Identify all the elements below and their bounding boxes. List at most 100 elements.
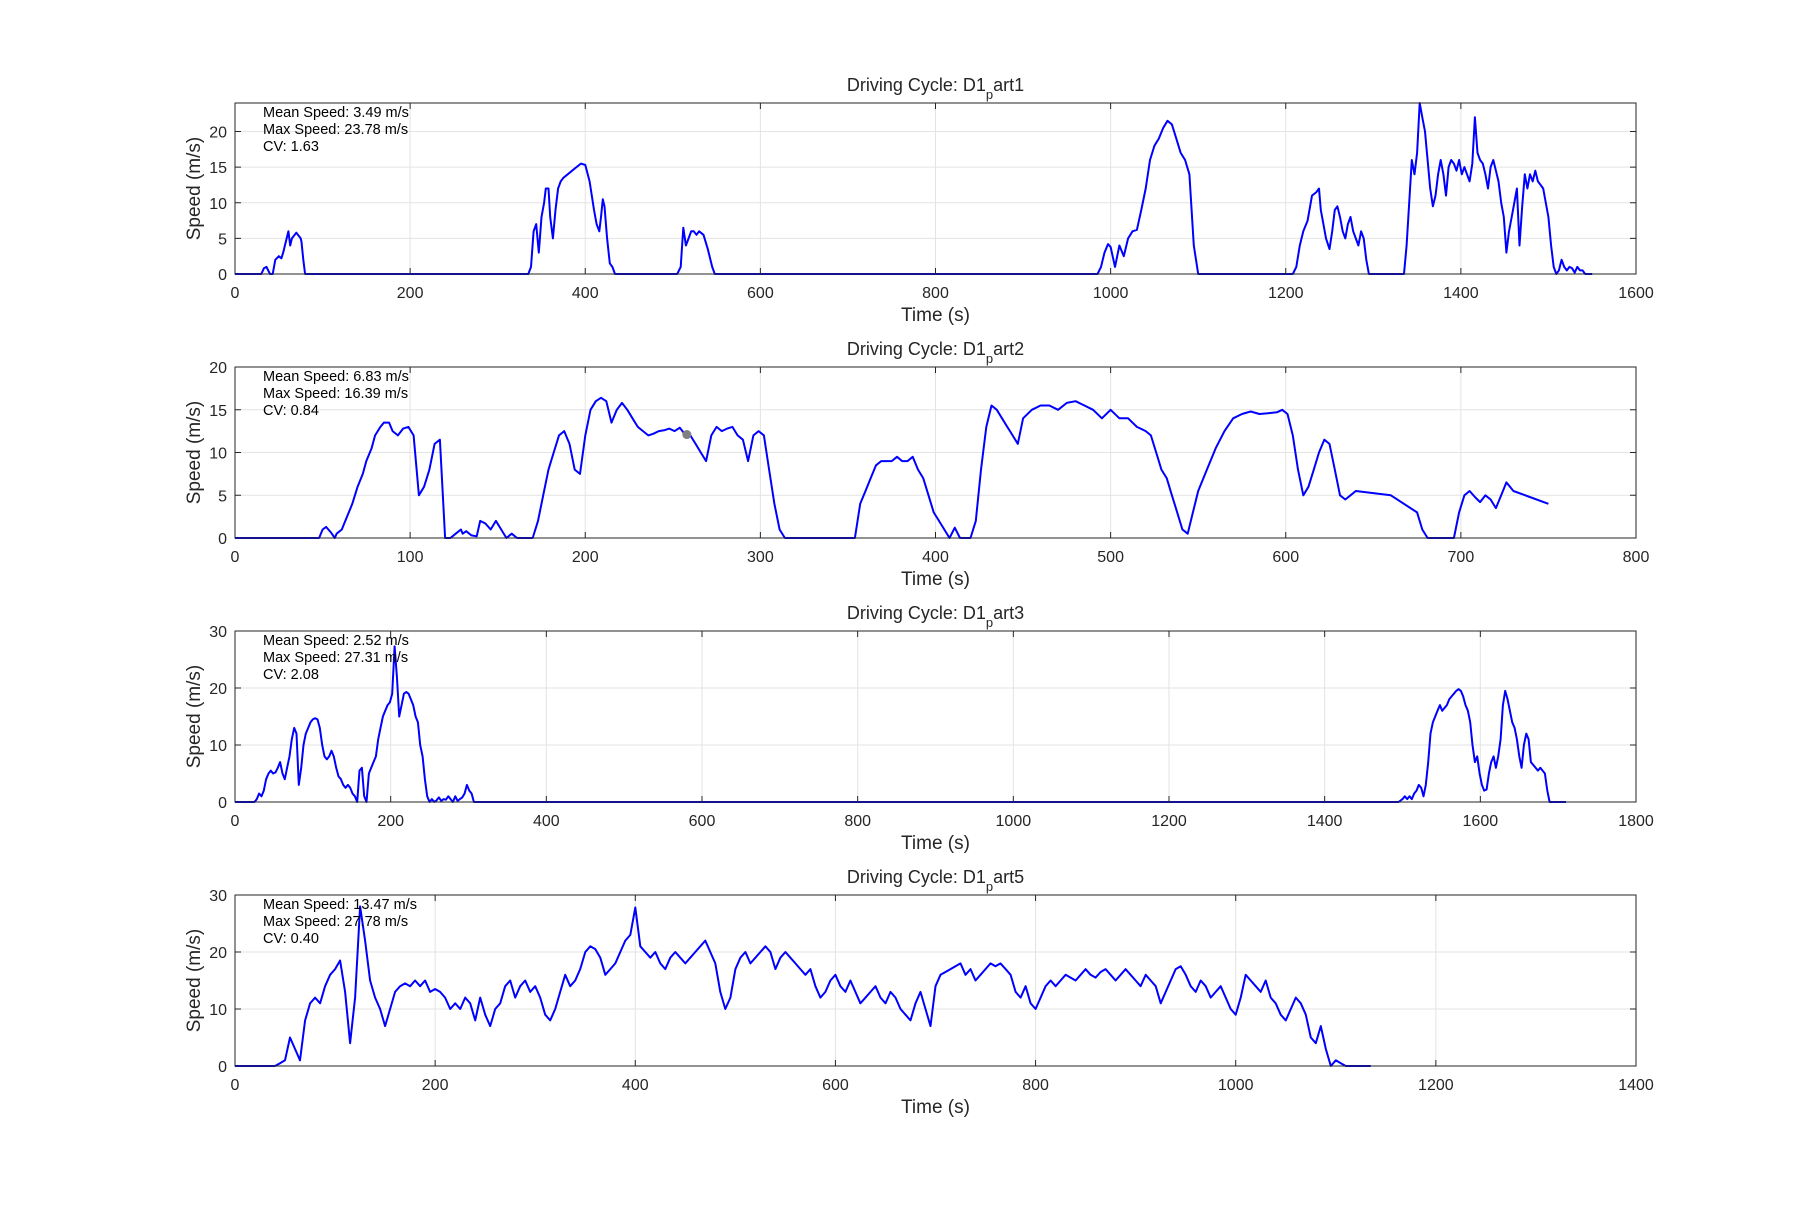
plot-area: [235, 631, 1636, 802]
speed-series-line: [235, 645, 1566, 803]
x-tick-label: 0: [231, 813, 240, 830]
y-tick-label: 20: [209, 681, 227, 698]
x-tick-label: 600: [822, 1077, 849, 1094]
subplot-4: 0 200 400 600 800 1000 1200 1400 0 10 20 30 Driving …: [184, 867, 1654, 1118]
chart-title: Driving Cycle: D1part2: [847, 339, 1024, 366]
x-tick-label: 1200: [1418, 1077, 1454, 1094]
x-tick-label: 800: [922, 285, 949, 302]
x-axis-label: Time (s): [901, 1097, 970, 1118]
y-tick-label: 0: [218, 267, 227, 284]
x-tick-label: 200: [422, 1077, 449, 1094]
y-tick-label: 5: [218, 231, 227, 248]
x-tick-label: 200: [377, 813, 404, 830]
y-tick-label: 30: [209, 888, 227, 905]
x-tick-label: 0: [231, 285, 240, 302]
x-tick-label: 100: [397, 549, 424, 566]
x-tick-label: 1000: [996, 813, 1032, 830]
chart-title-tail: art3: [993, 603, 1024, 623]
x-tick-label: 800: [1623, 549, 1650, 566]
x-tick-label: 1600: [1463, 813, 1499, 830]
y-tick-label: 20: [209, 945, 227, 962]
x-tick-label: 1600: [1618, 285, 1654, 302]
y-axis-label: Speed (m/s): [184, 137, 205, 240]
stats-annotation: CV: 0.40: [263, 931, 319, 947]
y-tick-label: 15: [209, 160, 227, 177]
y-tick-label: 15: [209, 403, 227, 420]
x-tick-label: 400: [572, 285, 599, 302]
x-axis-label: Time (s): [901, 305, 970, 326]
stats-annotation: CV: 0.84: [263, 403, 319, 419]
x-tick-label: 400: [622, 1077, 649, 1094]
y-tick-label: 10: [209, 1002, 227, 1019]
x-axis-label: Time (s): [901, 833, 970, 854]
chart-title-main: Driving Cycle: D1: [847, 603, 986, 623]
speed-series-line: [235, 905, 1371, 1067]
x-tick-label: 1400: [1618, 1077, 1654, 1094]
y-axis-label: Speed (m/s): [184, 929, 205, 1032]
x-tick-label: 200: [572, 549, 599, 566]
subplot-3: 0 200 400 600 800 1000 1200 1400 1600 1800 0 10 20 30…: [184, 603, 1654, 854]
chart-title-tail: art2: [993, 339, 1024, 359]
chart-title-main: Driving Cycle: D1: [847, 867, 986, 887]
x-tick-label: 0: [231, 1077, 240, 1094]
chart-title-tail: art5: [993, 867, 1024, 887]
stats-annotation: Max Speed: 16.39 m/s: [263, 386, 408, 402]
chart-title-subscript: p: [986, 615, 993, 630]
x-axis-label: Time (s): [901, 569, 970, 590]
x-tick-label: 800: [1022, 1077, 1049, 1094]
stats-annotation: Mean Speed: 3.49 m/s: [263, 105, 409, 121]
y-axis-label: Speed (m/s): [184, 401, 205, 504]
y-tick-label: 10: [209, 196, 227, 213]
subplot-2: 0 100 200 300 400 500 600 700 800 0 5 10 15 20 Driving…: [184, 339, 1649, 590]
x-tick-label: 300: [747, 549, 774, 566]
x-tick-label: 700: [1448, 549, 1475, 566]
x-tick-label: 500: [1097, 549, 1124, 566]
x-tick-label: 0: [231, 549, 240, 566]
stats-annotation: CV: 1.63: [263, 139, 319, 155]
y-tick-label: 0: [218, 1059, 227, 1076]
plot-area: [235, 895, 1636, 1066]
chart-title-subscript: p: [986, 87, 993, 102]
x-tick-label: 200: [397, 285, 424, 302]
x-tick-label: 1400: [1307, 813, 1343, 830]
y-tick-label: 10: [209, 738, 227, 755]
y-tick-label: 30: [209, 624, 227, 641]
x-tick-label: 400: [922, 549, 949, 566]
chart-title-tail: art1: [993, 75, 1024, 95]
y-tick-label: 5: [218, 488, 227, 505]
y-tick-label: 20: [209, 360, 227, 377]
chart-title: Driving Cycle: D1part1: [847, 75, 1024, 102]
y-tick-label: 20: [209, 125, 227, 142]
stats-annotation: CV: 2.08: [263, 667, 319, 683]
y-tick-label: 0: [218, 795, 227, 812]
y-tick-label: 10: [209, 446, 227, 463]
chart-title-subscript: p: [986, 879, 993, 894]
x-tick-label: 400: [533, 813, 560, 830]
x-tick-label: 1800: [1618, 813, 1654, 830]
subplot-1: 0 200 400 600 800 1000 1200 1400 1600 0 5 10 15 20 Dri…: [184, 75, 1654, 326]
x-tick-label: 1400: [1443, 285, 1479, 302]
chart-title: Driving Cycle: D1part3: [847, 603, 1024, 630]
axes-box: [234, 894, 1637, 1067]
data-tip-marker: [682, 430, 692, 440]
x-tick-label: 600: [689, 813, 716, 830]
y-tick-label: 0: [218, 531, 227, 548]
x-tick-label: 1000: [1093, 285, 1129, 302]
axes-box: [234, 630, 1637, 803]
chart-title: Driving Cycle: D1part5: [847, 867, 1024, 894]
stats-annotation: Max Speed: 23.78 m/s: [263, 122, 408, 138]
x-tick-label: 1200: [1268, 285, 1304, 302]
chart-title-main: Driving Cycle: D1: [847, 339, 986, 359]
stats-annotation: Mean Speed: 2.52 m/s: [263, 633, 409, 649]
x-tick-label: 1200: [1151, 813, 1187, 830]
chart-title-main: Driving Cycle: D1: [847, 75, 986, 95]
stats-annotation: Mean Speed: 13.47 m/s: [263, 897, 417, 913]
stats-annotation: Mean Speed: 6.83 m/s: [263, 369, 409, 385]
stats-annotation: Max Speed: 27.78 m/s: [263, 914, 408, 930]
x-tick-label: 600: [1272, 549, 1299, 566]
chart-title-subscript: p: [986, 351, 993, 366]
x-tick-label: 1000: [1218, 1077, 1254, 1094]
x-tick-label: 600: [747, 285, 774, 302]
